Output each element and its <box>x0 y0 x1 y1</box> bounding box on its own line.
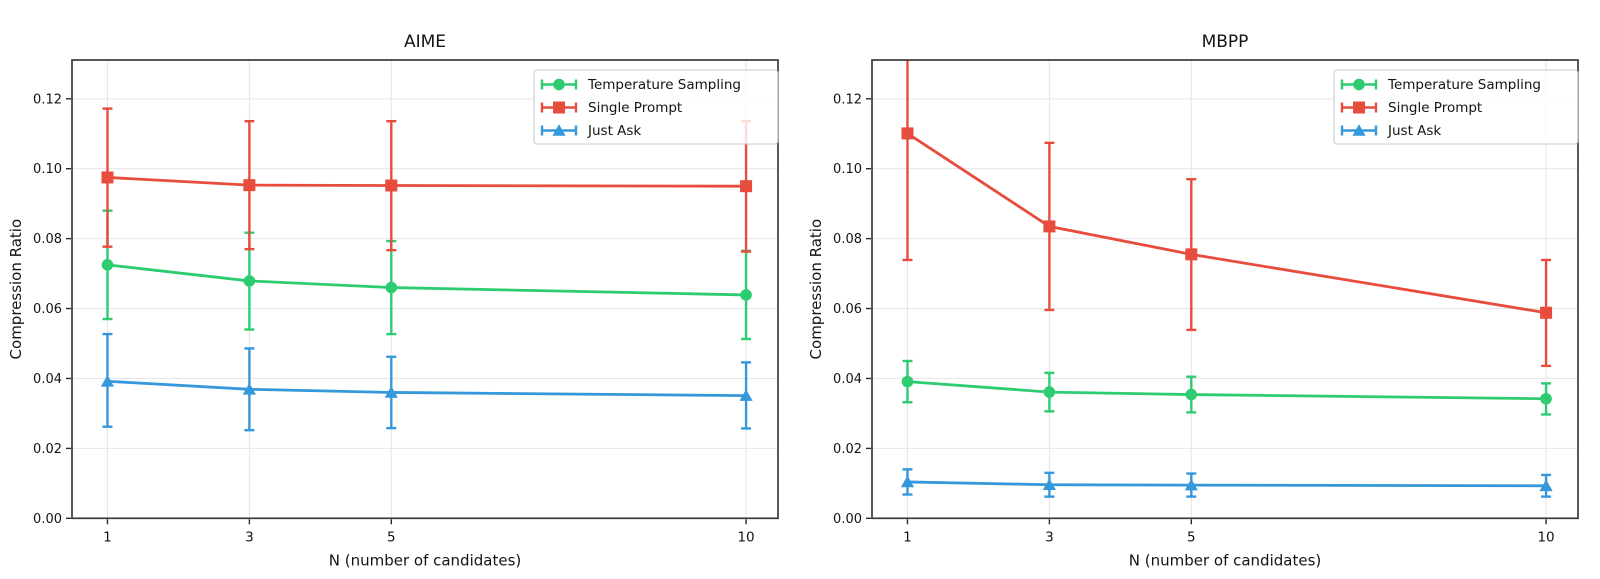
y-tick-label: 0.12 <box>33 92 62 107</box>
y-tick-label: 0.08 <box>33 232 62 247</box>
legend: Temperature Sampling Single Prompt Just As… <box>533 69 779 145</box>
x-tick-label: 10 <box>1537 529 1554 545</box>
legend-marker-temperature-sampling <box>1353 78 1365 91</box>
chart-mbpp: 1 3 5 10 0.00 0.02 0.04 0.06 0.08 0.10 0.12 MBPP N (… <box>800 0 1600 579</box>
data-point-temperature-sampling <box>385 281 398 294</box>
x-axis-label: N (number of candidates) <box>1129 551 1322 569</box>
series-temperature-sampling <box>101 209 752 341</box>
x-tick-label: 1 <box>103 529 112 545</box>
data-point-temperature-sampling <box>101 259 114 271</box>
y-tick-label: 0.10 <box>833 162 862 177</box>
series-temperature-sampling <box>901 359 1552 416</box>
x-tick-label: 10 <box>737 529 754 545</box>
data-point-single-prompt <box>1043 220 1056 233</box>
data-point-just-ask <box>384 386 398 398</box>
x-axis-label: N (number of candidates) <box>329 551 522 569</box>
data-point-just-ask <box>1184 478 1198 491</box>
data-point-just-ask <box>100 374 115 387</box>
data-point-temperature-sampling <box>243 275 256 287</box>
data-point-just-ask <box>900 475 915 488</box>
legend: Temperature Sampling Single Prompt Just As… <box>1333 69 1579 145</box>
data-point-single-prompt <box>1185 248 1198 261</box>
y-tick-label: 0.04 <box>833 372 862 387</box>
x-tick-label: 1 <box>903 529 912 545</box>
data-point-temperature-sampling <box>740 289 752 301</box>
legend-label: Single Prompt <box>588 100 682 116</box>
legend-entry-single-prompt: Single Prompt <box>1340 100 1482 116</box>
legend-frame <box>533 69 779 145</box>
y-tick-label: 0.08 <box>833 232 862 247</box>
series-single-prompt <box>901 60 1553 368</box>
data-point-just-ask <box>1042 478 1056 491</box>
legend-label: Temperature Sampling <box>1387 77 1541 93</box>
y-axis-label: Compression Ratio <box>7 219 25 360</box>
legend-label: Single Prompt <box>1388 100 1482 116</box>
legend-entry-single-prompt: Single Prompt <box>540 100 682 116</box>
x-tick-label: 5 <box>387 529 396 545</box>
y-tick-label: 0.06 <box>833 302 862 317</box>
data-point-single-prompt <box>101 171 114 184</box>
data-point-temperature-sampling <box>1043 386 1056 398</box>
data-point-single-prompt <box>243 179 256 192</box>
y-axis-label: Compression Ratio <box>807 219 825 360</box>
series-just-ask <box>100 332 753 432</box>
y-tick-label: 0.00 <box>33 512 62 527</box>
legend-entry-temperature-sampling: Temperature Sampling <box>1340 77 1541 93</box>
data-point-single-prompt <box>740 180 753 193</box>
legend-frame <box>1333 69 1579 145</box>
chart-aime: 1 3 5 10 0.00 0.02 0.04 0.06 0.08 0.10 0.12 AIME N (… <box>7 32 779 570</box>
legend-label: Temperature Sampling <box>587 77 741 93</box>
x-tick-label: 3 <box>1045 529 1054 545</box>
y-tick-label: 0.02 <box>833 442 862 457</box>
legend-marker-single-prompt <box>553 101 565 114</box>
y-tick-label: 0.12 <box>833 92 862 107</box>
y-tick-label: 0.00 <box>833 512 862 527</box>
tick-marks <box>866 98 1547 525</box>
series-single-prompt <box>101 107 753 253</box>
y-tick-label: 0.02 <box>33 442 62 457</box>
data-point-single-prompt <box>1540 306 1553 319</box>
legend-entry-just-ask: Just Ask <box>540 123 641 139</box>
series-line-temperature-sampling <box>106 263 748 297</box>
tick-marks <box>66 98 747 525</box>
data-point-temperature-sampling <box>1540 392 1552 405</box>
x-tick-label: 5 <box>1187 529 1196 545</box>
legend-marker-temperature-sampling <box>553 78 565 91</box>
data-point-just-ask <box>739 389 753 401</box>
data-point-temperature-sampling <box>1185 388 1198 401</box>
panel-title: MBPP <box>1202 32 1249 52</box>
x-tick-label: 3 <box>245 529 254 545</box>
data-point-just-ask <box>242 383 256 395</box>
y-tick-label: 0.06 <box>33 302 62 317</box>
series-line-just-ask <box>106 379 748 397</box>
data-point-temperature-sampling <box>901 375 914 388</box>
axes-spines <box>71 59 779 520</box>
series-just-ask <box>900 468 1553 498</box>
legend-marker-just-ask <box>552 124 566 136</box>
legend-label: Just Ask <box>587 123 641 139</box>
legend-label: Just Ask <box>1387 123 1441 139</box>
series-line-temperature-sampling <box>906 380 1548 401</box>
legend-marker-single-prompt <box>1353 101 1365 114</box>
panel-title: AIME <box>404 32 446 52</box>
series-line-just-ask <box>906 480 1548 488</box>
y-tick-label: 0.04 <box>33 372 62 387</box>
series-line-single-prompt <box>906 132 1548 315</box>
panel-mbpp: 1 3 5 10 0.00 0.02 0.04 0.06 0.08 0.10 0.12 MBPP N (… <box>800 0 1600 579</box>
axes-spines <box>871 59 1579 520</box>
y-tick-label: 0.10 <box>33 162 62 177</box>
legend-marker-just-ask <box>1352 124 1366 136</box>
data-point-just-ask <box>1539 479 1553 492</box>
data-point-single-prompt <box>385 179 398 192</box>
legend-entry-temperature-sampling: Temperature Sampling <box>540 77 741 93</box>
legend-entry-just-ask: Just Ask <box>1340 123 1441 139</box>
data-point-single-prompt <box>901 127 914 140</box>
series-line-single-prompt <box>106 176 748 188</box>
panel-aime: 1 3 5 10 0.00 0.02 0.04 0.06 0.08 0.10 0.12 AIME N (… <box>7 32 779 570</box>
